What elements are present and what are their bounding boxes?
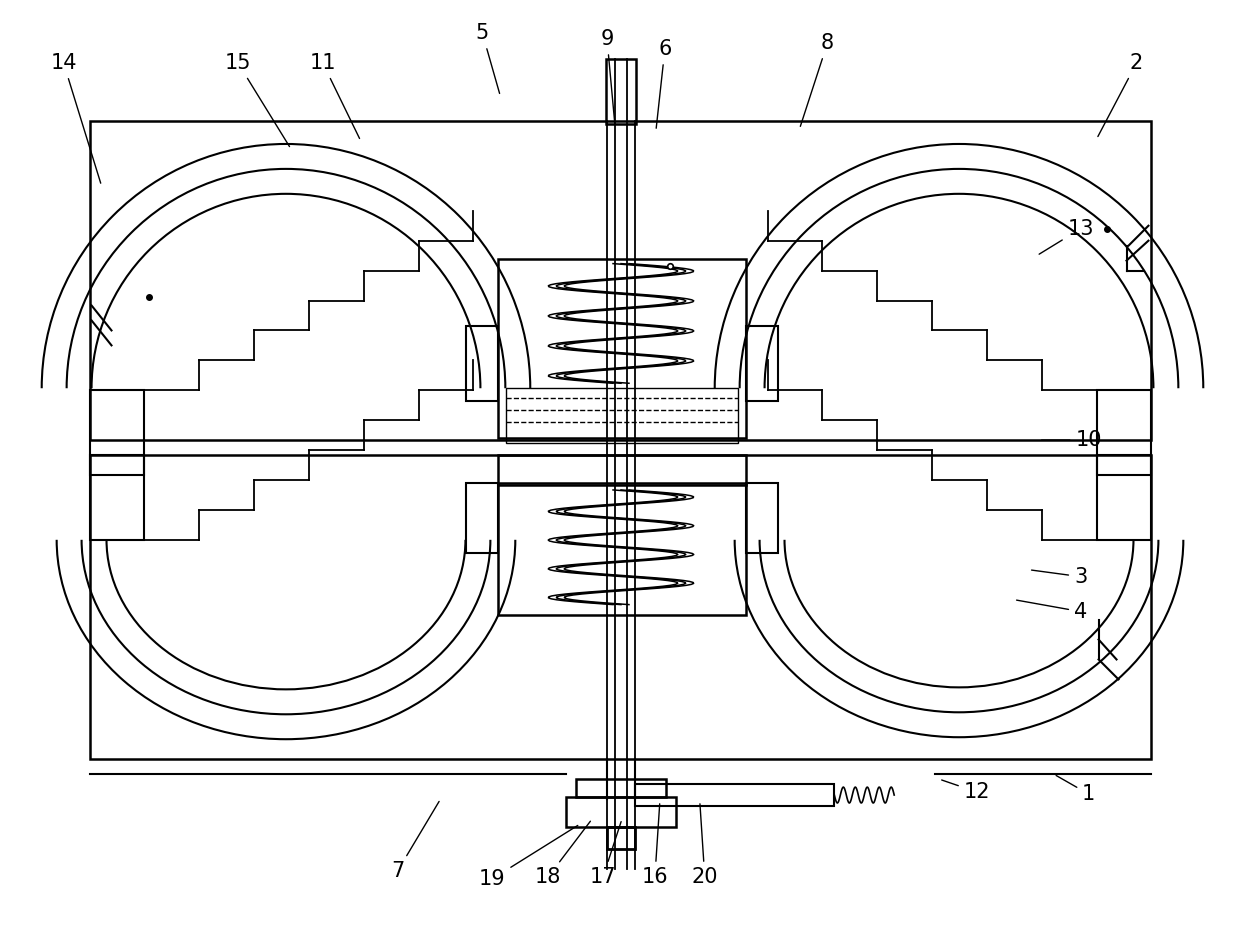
Text: 17: 17 xyxy=(590,821,621,886)
Bar xyxy=(577,779,666,797)
Bar xyxy=(89,455,144,540)
Text: 15: 15 xyxy=(224,53,289,146)
Bar xyxy=(498,483,745,615)
Text: 20: 20 xyxy=(692,803,718,886)
Bar xyxy=(606,59,636,124)
Bar xyxy=(89,455,1152,759)
Bar xyxy=(466,483,498,553)
Bar xyxy=(608,827,635,849)
Bar xyxy=(1096,390,1152,475)
Bar xyxy=(466,327,498,401)
Bar xyxy=(506,388,738,443)
Text: 11: 11 xyxy=(310,53,360,139)
Text: 7: 7 xyxy=(391,801,439,881)
Bar xyxy=(745,327,777,401)
Text: 19: 19 xyxy=(479,825,578,889)
Bar xyxy=(635,784,835,806)
Text: 1: 1 xyxy=(1056,775,1095,804)
Bar xyxy=(745,483,777,553)
Text: 6: 6 xyxy=(656,40,672,128)
Text: 10: 10 xyxy=(1042,430,1102,450)
Bar xyxy=(89,121,1152,440)
Bar xyxy=(1096,455,1152,540)
Text: 9: 9 xyxy=(600,29,615,124)
Text: 12: 12 xyxy=(941,780,991,802)
Bar xyxy=(498,259,745,438)
Text: 18: 18 xyxy=(534,821,590,886)
Text: 14: 14 xyxy=(51,53,100,183)
Bar xyxy=(567,797,676,827)
Bar xyxy=(498,455,745,485)
Text: 13: 13 xyxy=(1039,219,1094,254)
Text: 2: 2 xyxy=(1097,53,1143,137)
Text: 8: 8 xyxy=(800,33,835,126)
Bar xyxy=(89,390,144,475)
Text: 16: 16 xyxy=(641,803,668,886)
Text: 5: 5 xyxy=(476,24,500,93)
Text: 4: 4 xyxy=(1017,600,1087,621)
Text: 3: 3 xyxy=(1032,566,1087,586)
